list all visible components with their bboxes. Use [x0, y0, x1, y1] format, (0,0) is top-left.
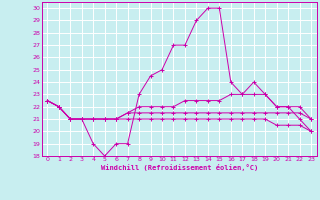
X-axis label: Windchill (Refroidissement éolien,°C): Windchill (Refroidissement éolien,°C) [100, 164, 258, 171]
